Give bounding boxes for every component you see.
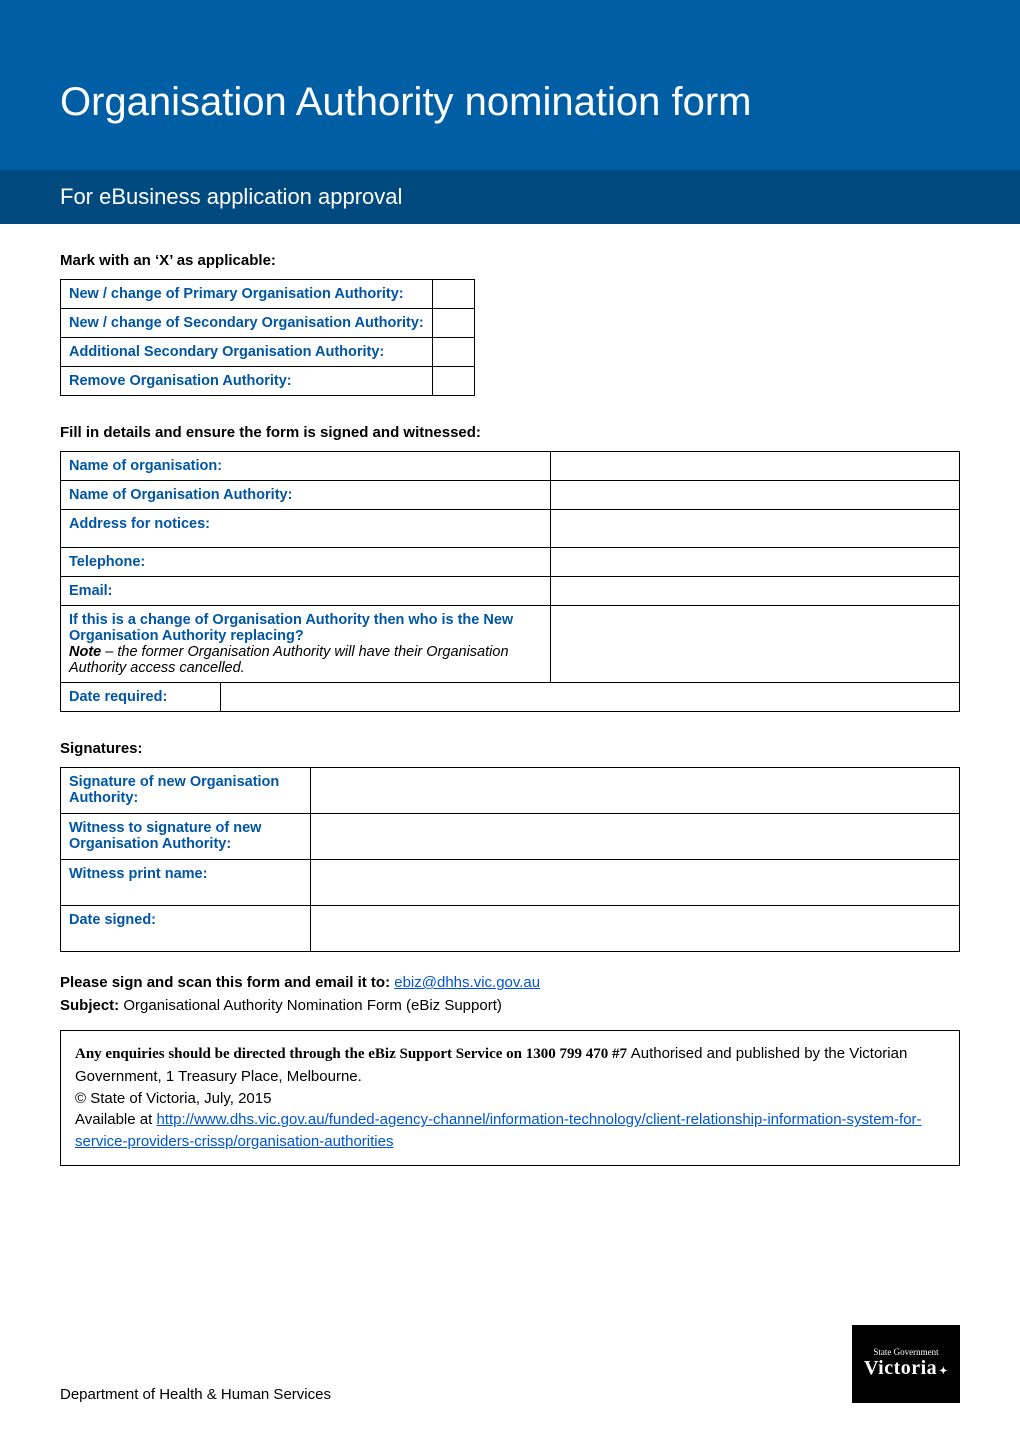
footer-dept: Department of Health & Human Services xyxy=(60,1386,331,1403)
field-label: Name of Organisation Authority: xyxy=(61,481,551,510)
field-label: Email: xyxy=(61,577,551,606)
page-subtitle: For eBusiness application approval xyxy=(60,184,1020,210)
table-row: Telephone: xyxy=(61,548,960,577)
field-input[interactable] xyxy=(311,906,960,952)
banner-sub: For eBusiness application approval xyxy=(0,170,1020,224)
field-input[interactable] xyxy=(551,577,960,606)
field-input[interactable] xyxy=(551,606,960,683)
submit-email-link[interactable]: ebiz@dhhs.vic.gov.au xyxy=(394,974,540,991)
table-row: Witness to signature of new Organisation… xyxy=(61,814,960,860)
section1-heading: Mark with an ‘X’ as applicable: xyxy=(60,252,960,269)
footer: Department of Health & Human Services St… xyxy=(60,1325,960,1403)
table-row: If this is a change of Organisation Auth… xyxy=(61,606,960,683)
section3-heading: Signatures: xyxy=(60,740,960,757)
logo-main-text: Victoria✦ xyxy=(864,1357,948,1380)
table-row: New / change of Primary Organisation Aut… xyxy=(61,280,475,309)
table-row: Additional Secondary Organisation Author… xyxy=(61,338,475,367)
date-required-table: Date required: xyxy=(60,682,960,712)
change-note: Note – the former Organisation Authority… xyxy=(69,644,542,676)
submit-prefix: Please sign and scan this form and email… xyxy=(60,974,394,991)
table-row: Remove Organisation Authority: xyxy=(61,367,475,396)
table-row: New / change of Secondary Organisation A… xyxy=(61,309,475,338)
change-question-cell: If this is a change of Organisation Auth… xyxy=(61,606,551,683)
checkbox-cell[interactable] xyxy=(432,338,474,367)
victoria-logo: State Government Victoria✦ xyxy=(852,1325,960,1403)
checkbox-label: New / change of Primary Organisation Aut… xyxy=(61,280,433,309)
field-input[interactable] xyxy=(551,452,960,481)
signature-field[interactable] xyxy=(311,768,960,814)
infobox-copyright: © State of Victoria, July, 2015 xyxy=(75,1090,271,1107)
page-title: Organisation Authority nomination form xyxy=(60,80,1020,125)
banner-top: Organisation Authority nomination form xyxy=(0,0,1020,170)
submit-instruction: Please sign and scan this form and email… xyxy=(60,974,960,991)
field-input[interactable] xyxy=(311,860,960,906)
field-input[interactable] xyxy=(551,481,960,510)
note-prefix: Note xyxy=(69,644,101,660)
table-row: Address for notices: xyxy=(61,510,960,548)
infobox-lead: Any enquiries should be directed through… xyxy=(75,1046,631,1062)
checkbox-cell[interactable] xyxy=(432,280,474,309)
checkbox-label: New / change of Secondary Organisation A… xyxy=(61,309,433,338)
checkbox-cell[interactable] xyxy=(432,367,474,396)
section2-heading: Fill in details and ensure the form is s… xyxy=(60,424,960,441)
field-label: Signature of new Organisation Authority: xyxy=(61,768,311,814)
field-input[interactable] xyxy=(551,510,960,548)
field-label: Telephone: xyxy=(61,548,551,577)
table-row: Witness print name: xyxy=(61,860,960,906)
table-row: Date required: xyxy=(61,683,960,712)
info-box: Any enquiries should be directed through… xyxy=(60,1030,960,1166)
subject-label: Subject: xyxy=(60,997,119,1014)
signatures-table: Signature of new Organisation Authority:… xyxy=(60,767,960,952)
field-label: Witness to signature of new Organisation… xyxy=(61,814,311,860)
subject-text: Organisational Authority Nomination Form… xyxy=(119,997,502,1014)
field-input[interactable] xyxy=(551,548,960,577)
change-question: If this is a change of Organisation Auth… xyxy=(69,612,542,644)
table-row: Date signed: xyxy=(61,906,960,952)
field-label: Witness print name: xyxy=(61,860,311,906)
checkbox-label: Remove Organisation Authority: xyxy=(61,367,433,396)
field-label: Name of organisation: xyxy=(61,452,551,481)
infobox-avail-prefix: Available at xyxy=(75,1111,156,1128)
table-row: Signature of new Organisation Authority: xyxy=(61,768,960,814)
table-row: Name of organisation: xyxy=(61,452,960,481)
logo-top-text: State Government xyxy=(873,1348,938,1358)
signature-field[interactable] xyxy=(311,814,960,860)
infobox-url-link[interactable]: http://www.dhs.vic.gov.au/funded-agency-… xyxy=(75,1111,922,1150)
details-table: Name of organisation: Name of Organisati… xyxy=(60,451,960,683)
table-row: Email: xyxy=(61,577,960,606)
field-label: Address for notices: xyxy=(61,510,551,548)
field-label: Date required: xyxy=(61,683,221,712)
note-rest: – the former Organisation Authority will… xyxy=(69,644,509,676)
field-input[interactable] xyxy=(221,683,960,712)
checkbox-table: New / change of Primary Organisation Aut… xyxy=(60,279,475,396)
subject-line: Subject: Organisational Authority Nomina… xyxy=(60,997,960,1014)
table-row: Name of Organisation Authority: xyxy=(61,481,960,510)
checkbox-cell[interactable] xyxy=(432,309,474,338)
checkbox-label: Additional Secondary Organisation Author… xyxy=(61,338,433,367)
field-label: Date signed: xyxy=(61,906,311,952)
star-icon: ✦ xyxy=(939,1366,948,1377)
